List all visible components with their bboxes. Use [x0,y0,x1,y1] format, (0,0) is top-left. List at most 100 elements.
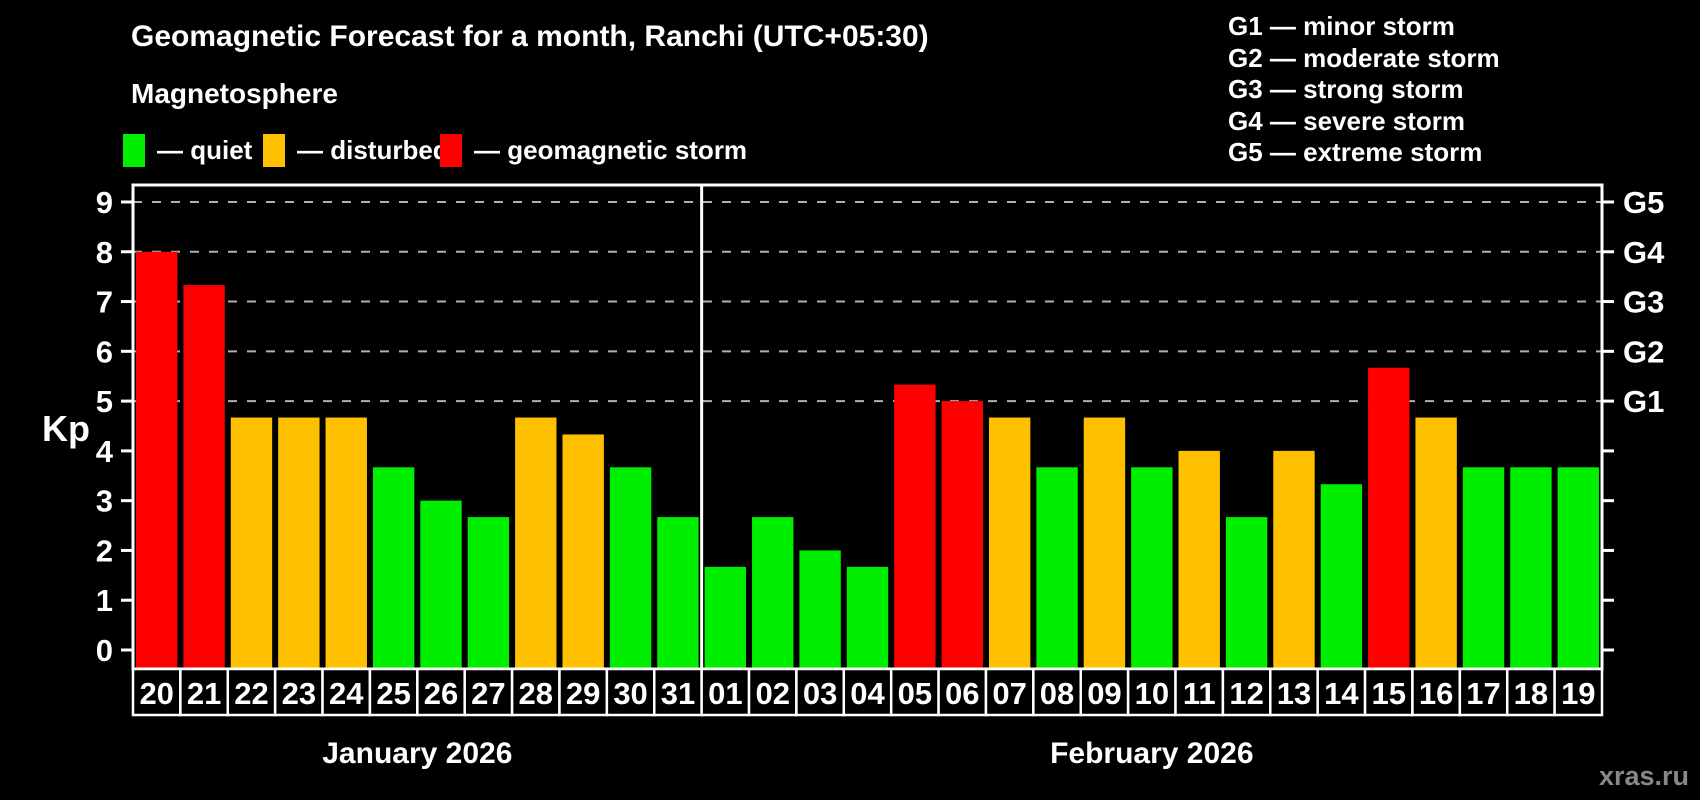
magnetosphere-label: Magnetosphere [131,78,338,109]
disturbed-label: — disturbed [297,135,449,165]
y-axis-label-8: 8 [96,235,113,270]
kp-bar-26 [420,500,462,669]
date-label-13: 13 [1277,676,1311,711]
kp-bar-24 [325,417,367,669]
storm-color-swatch [440,134,462,167]
date-label-08: 08 [1040,676,1074,711]
g3-legend-line: G3 — strong storm [1228,74,1464,104]
date-label-14: 14 [1324,676,1359,711]
kp-bar-27 [467,517,510,669]
date-label-28: 28 [519,676,553,711]
y-axis-label-6: 6 [96,334,113,369]
date-label-06: 06 [945,676,979,711]
quiet-color-swatch [123,134,145,167]
kp-bar-03 [799,550,841,669]
date-label-15: 15 [1372,676,1406,711]
kp-bar-23 [278,417,320,669]
y-axis-label-4: 4 [96,434,114,469]
date-cell-11 [1174,667,1225,717]
kp-bar-08 [1036,467,1078,669]
right-axis-label-G4: G4 [1623,235,1665,270]
kp-bar-28 [515,417,557,669]
month-label: January 2026 [322,737,512,770]
y-axis-label-5: 5 [96,384,113,419]
date-label-11: 11 [1183,676,1216,711]
legend-item-disturbed: — disturbed [263,134,449,167]
kp-bar-14 [1320,484,1363,669]
right-axis-label-G3: G3 [1623,285,1664,320]
date-cell-27 [463,667,514,717]
kp-bar-31 [657,517,699,669]
right-axis-label-G1: G1 [1623,384,1664,419]
date-label-17: 17 [1466,676,1500,711]
storm-label: — geomagnetic storm [474,135,748,165]
date-cell-20 [131,667,182,717]
date-cell-24 [321,667,372,717]
legend-item-storm: — geomagnetic storm [440,134,747,167]
kp-bar-16 [1415,417,1457,669]
kp-bar-22 [230,417,273,669]
date-cell-26 [416,667,466,717]
right-axis-label-G2: G2 [1623,334,1664,369]
date-label-23: 23 [282,676,316,711]
date-label-01: 01 [708,676,742,711]
kp-bar-09 [1083,417,1126,669]
y-axis-label-0: 0 [96,633,113,668]
kp-bar-29 [562,434,604,669]
kp-bar-06 [941,401,983,669]
date-label-25: 25 [376,676,410,711]
date-cell-16 [1411,667,1462,717]
date-label-21: 21 [187,676,221,711]
y-axis-label-7: 7 [96,285,113,320]
kp-bar-25 [372,467,415,669]
kp-bar-02 [752,517,794,669]
kp-axis-title: Kp [42,408,90,449]
kp-bar-05 [894,384,936,669]
g-scale-legend: G1 — minor storm G2 — moderate storm G3 … [1228,11,1500,169]
g5-legend-line: G5 — extreme storm [1228,137,1483,167]
kp-bar-04 [846,566,889,669]
date-cell-19 [1553,667,1604,717]
kp-bar-11 [1178,450,1220,669]
date-label-02: 02 [755,676,789,711]
date-label-09: 09 [1087,676,1121,711]
date-cell-04 [842,667,893,717]
date-cell-18 [1505,667,1556,717]
watermark: xras.ru [1598,761,1689,791]
kp-bar-15 [1368,367,1410,669]
date-cell-30 [605,667,656,717]
kp-bar-19 [1557,467,1599,669]
month-label: February 2026 [1050,737,1253,770]
date-label-04: 04 [850,676,885,711]
kp-bar-30 [609,467,652,669]
date-cell-06 [937,667,988,717]
date-label-22: 22 [234,676,268,711]
right-axis-label-G5: G5 [1623,185,1664,220]
date-cell-21 [179,667,230,717]
y-axis-label-2: 2 [96,533,113,568]
date-cell-05 [889,667,940,717]
date-label-24: 24 [329,676,364,711]
y-axis-label-1: 1 [96,583,113,618]
g2-legend-line: G2 — moderate storm [1228,42,1500,73]
disturbed-color-swatch [263,134,285,167]
date-label-18: 18 [1514,676,1548,711]
date-cell-02 [747,667,798,717]
date-label-20: 20 [139,676,173,711]
y-axis-label-9: 9 [96,185,113,220]
kp-bar-13 [1273,450,1315,669]
date-cell-10 [1126,667,1177,717]
kp-bar-21 [183,285,225,669]
date-label-07: 07 [992,676,1026,711]
date-cell-31 [653,667,703,717]
date-label-05: 05 [898,676,932,711]
date-cell-01 [700,667,751,717]
g4-legend-line: G4 — severe storm [1228,105,1466,136]
kp-bar-18 [1510,467,1552,669]
kp-bar-17 [1462,467,1505,669]
date-label-31: 31 [661,676,695,711]
kp-bar-12 [1225,517,1268,669]
kp-bar-10 [1131,467,1173,669]
date-label-19: 19 [1561,676,1595,711]
